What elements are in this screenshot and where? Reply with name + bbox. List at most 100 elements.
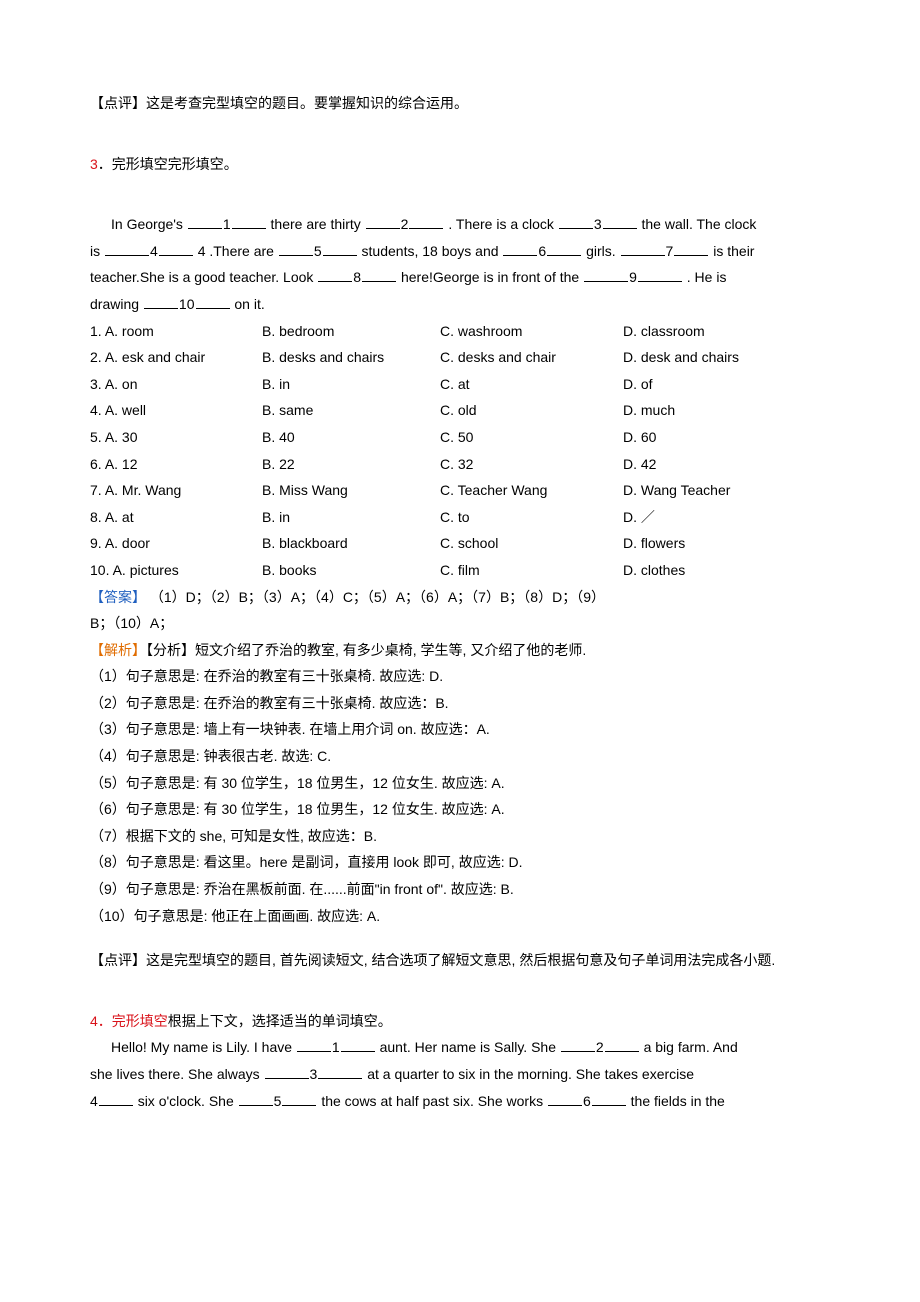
opt-c: C. washroom	[440, 318, 623, 345]
text: a big farm. And	[644, 1039, 738, 1055]
opt-num: 7	[90, 482, 98, 498]
analysis-item: （4）句子意思是: 钟表很古老. 故选: C.	[90, 743, 830, 770]
q3-options: 1. A. roomB. bedroomC. washroomD. classr…	[90, 318, 830, 584]
blank	[99, 1091, 133, 1106]
opt-c: C. desks and chair	[440, 344, 623, 371]
q3-passage-line2: is 4 4 .There are 5 students, 18 boys an…	[90, 238, 830, 265]
blank	[592, 1091, 626, 1106]
blank	[603, 215, 637, 230]
option-row: 4. A. wellB. sameC. oldD. much	[90, 397, 830, 424]
blank	[297, 1038, 331, 1053]
text: on it.	[234, 296, 264, 312]
text: 4 .There are	[198, 243, 278, 259]
option-row: 8. A. atB. inC. toD. ／	[90, 504, 830, 531]
analysis-item: （1）句子意思是: 在乔治的教室有三十张桌椅. 故应选: D.	[90, 663, 830, 690]
analysis-intro-text: 【分析】短文介绍了乔治的教室, 有多少桌椅, 学生等, 又介绍了他的老师.	[146, 642, 586, 658]
text: . There is a clock	[448, 216, 557, 232]
opt-c: C. to	[440, 504, 623, 531]
q4-number: 4	[90, 1013, 98, 1029]
blank-num: 1	[223, 216, 231, 232]
blank-num: 6	[538, 243, 546, 259]
option-row: 2. A. esk and chairB. desks and chairsC.…	[90, 344, 830, 371]
opt-num: 6	[90, 456, 98, 472]
opt-a: A. door	[105, 535, 150, 551]
blank	[188, 215, 222, 230]
text: here!George is in front of the	[401, 269, 583, 285]
opt-b: B. books	[262, 557, 440, 584]
q4-passage-line2: she lives there. She always 3 at a quart…	[90, 1061, 830, 1088]
opt-b: B. blackboard	[262, 530, 440, 557]
analysis-item: （5）句子意思是: 有 30 位学生，18 位男生，12 位女生. 故应选: A…	[90, 770, 830, 797]
blank-num: 4	[90, 1093, 98, 1109]
opt-a: A. 12	[105, 456, 138, 472]
opt-b: B. bedroom	[262, 318, 440, 345]
blank-num: 8	[353, 269, 361, 285]
blank	[105, 241, 149, 256]
blank-num: 2	[401, 216, 409, 232]
option-row: 7. A. Mr. WangB. Miss WangC. Teacher Wan…	[90, 477, 830, 504]
opt-num: 8	[90, 509, 98, 525]
opt-num: 2	[90, 349, 98, 365]
opt-d: D. much	[623, 397, 830, 424]
blank	[279, 241, 313, 256]
opt-num: 10	[90, 562, 106, 578]
text: drawing	[90, 296, 143, 312]
blank	[232, 215, 266, 230]
opt-d: D. desk and chairs	[623, 344, 830, 371]
blank	[559, 215, 593, 230]
option-row: 5. A. 30B. 40C. 50D. 60	[90, 424, 830, 451]
text: at a quarter to six in the morning. She …	[367, 1066, 694, 1082]
blank	[409, 215, 443, 230]
opt-c: C. 50	[440, 424, 623, 451]
prev-review-text: 【点评】这是考查完型填空的题目。要掌握知识的综合运用。	[90, 90, 830, 117]
text: she lives there. She always	[90, 1066, 264, 1082]
blank	[584, 268, 628, 283]
opt-b: B. Miss Wang	[262, 477, 440, 504]
q3-title: ．完形填空完形填空。	[98, 156, 238, 172]
q4-title-red: ．完形填空	[98, 1013, 168, 1029]
option-row: 3. A. onB. inC. atD. of	[90, 371, 830, 398]
blank	[341, 1038, 375, 1053]
spacer	[90, 929, 830, 947]
analysis-item: （9）句子意思是: 乔治在黑板前面. 在......前面"in front of…	[90, 876, 830, 903]
opt-d: D. 60	[623, 424, 830, 451]
opt-b: B. desks and chairs	[262, 344, 440, 371]
analysis-item: （2）句子意思是: 在乔治的教室有三十张桌椅. 故应选：B.	[90, 690, 830, 717]
opt-b: B. 22	[262, 451, 440, 478]
blank-num: 10	[179, 296, 195, 312]
blank-num: 7	[666, 243, 674, 259]
opt-c: C. 32	[440, 451, 623, 478]
opt-c: C. Teacher Wang	[440, 477, 623, 504]
opt-c: C. film	[440, 557, 623, 584]
q4-title-black: 根据上下文，选择适当的单词填空。	[168, 1013, 392, 1029]
q3-review: 【点评】这是完型填空的题目, 首先阅读短文, 结合选项了解短文意思, 然后根据句…	[90, 947, 830, 974]
opt-num: 1	[90, 323, 98, 339]
text: Hello! My name is Lily. I have	[111, 1039, 296, 1055]
opt-a: A. well	[105, 402, 146, 418]
blank-num: 3	[594, 216, 602, 232]
blank-num: 3	[310, 1066, 318, 1082]
blank	[366, 215, 400, 230]
text: teacher.She is a good teacher. Look	[90, 269, 317, 285]
text: six o'clock. She	[138, 1093, 238, 1109]
analysis-item: （8）句子意思是: 看这里。here 是副词，直接用 look 即可, 故应选:…	[90, 849, 830, 876]
opt-d: D. of	[623, 371, 830, 398]
analysis-label: 【解析】	[90, 642, 146, 658]
blank-num: 9	[629, 269, 637, 285]
blank	[674, 241, 708, 256]
analysis-item: （3）句子意思是: 墙上有一块钟表. 在墙上用介词 on. 故应选：A.	[90, 716, 830, 743]
opt-num: 3	[90, 376, 98, 392]
text: aunt. Her name is Sally. She	[380, 1039, 560, 1055]
option-row: 10. A. picturesB. booksC. filmD. clothes	[90, 557, 830, 584]
blank	[561, 1038, 595, 1053]
opt-a: A. room	[105, 323, 154, 339]
q3-answer-line1: 【答案】 （1）D；（2）B；（3）A；（4）C；（5）A；（6）A；（7）B；…	[90, 584, 830, 611]
text: students, 18 boys and	[362, 243, 503, 259]
blank	[605, 1038, 639, 1053]
spacer	[90, 974, 830, 1008]
opt-d: D. 42	[623, 451, 830, 478]
blank	[548, 1091, 582, 1106]
opt-d: D. Wang Teacher	[623, 477, 830, 504]
q4-heading: 4．完形填空根据上下文，选择适当的单词填空。	[90, 1008, 830, 1035]
text: there are thirty	[271, 216, 365, 232]
